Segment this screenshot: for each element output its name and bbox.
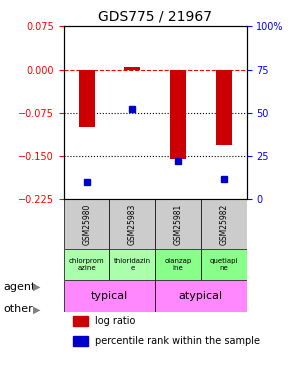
FancyBboxPatch shape	[110, 200, 155, 249]
Title: GDS775 / 21967: GDS775 / 21967	[98, 10, 212, 24]
FancyBboxPatch shape	[110, 249, 155, 280]
Bar	[73, 316, 88, 326]
Text: quetiapi
ne: quetiapi ne	[209, 258, 238, 271]
Text: ▶: ▶	[32, 282, 40, 292]
Bar	[79, 69, 95, 127]
Text: ▶: ▶	[32, 304, 40, 314]
Bar	[170, 69, 186, 159]
FancyBboxPatch shape	[155, 249, 201, 280]
Text: thioridazin
e: thioridazin e	[114, 258, 151, 271]
Bar	[73, 336, 88, 346]
Text: GSM25981: GSM25981	[173, 203, 182, 244]
Text: percentile rank within the sample: percentile rank within the sample	[95, 336, 260, 346]
Text: GSM25980: GSM25980	[82, 203, 91, 245]
Bar	[124, 67, 140, 69]
Text: other: other	[3, 304, 33, 314]
Text: GSM25982: GSM25982	[219, 203, 228, 244]
Text: chlorprom
azine: chlorprom azine	[69, 258, 104, 271]
FancyBboxPatch shape	[64, 200, 110, 249]
FancyBboxPatch shape	[155, 280, 246, 312]
Bar	[216, 69, 232, 145]
FancyBboxPatch shape	[64, 280, 155, 312]
Text: agent: agent	[3, 282, 35, 292]
Text: GSM25983: GSM25983	[128, 203, 137, 245]
Text: log ratio: log ratio	[95, 316, 135, 326]
FancyBboxPatch shape	[201, 200, 246, 249]
FancyBboxPatch shape	[155, 200, 201, 249]
Text: typical: typical	[91, 291, 128, 301]
Text: olanzap
ine: olanzap ine	[164, 258, 192, 271]
FancyBboxPatch shape	[201, 249, 246, 280]
Text: atypical: atypical	[179, 291, 223, 301]
FancyBboxPatch shape	[64, 249, 110, 280]
